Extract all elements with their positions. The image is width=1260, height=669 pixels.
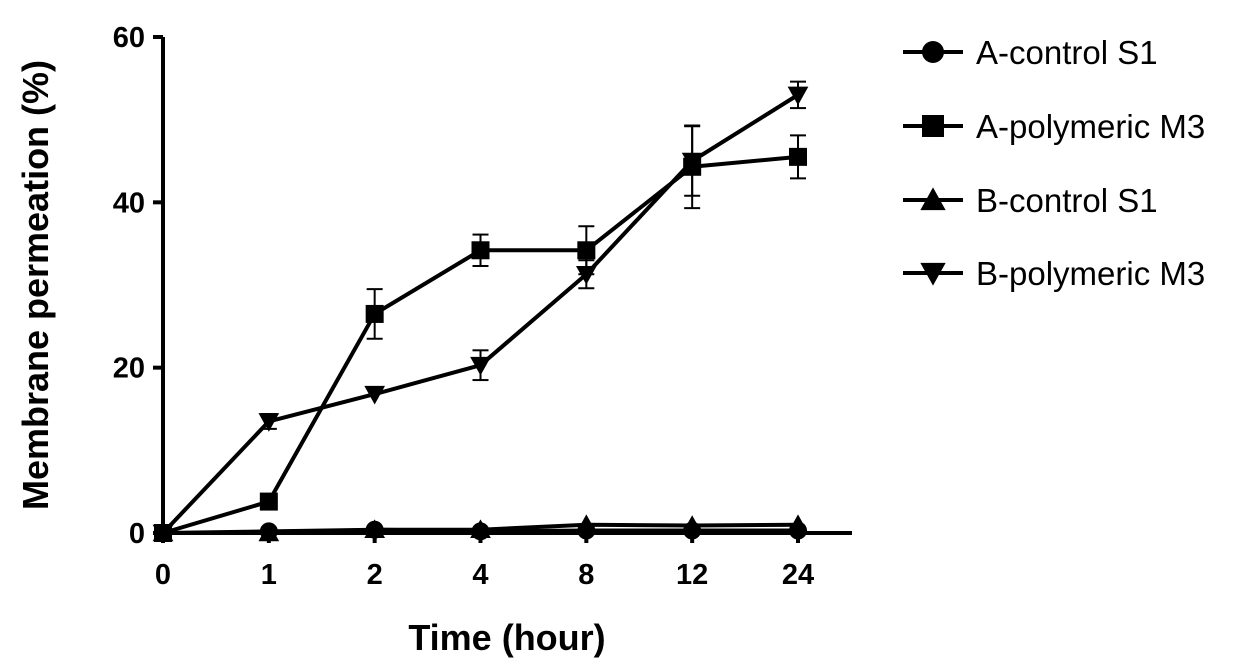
x-tick-label: 0 <box>155 559 171 591</box>
y-tick-label: 40 <box>113 187 145 219</box>
legend-item: B-control S1 <box>903 182 1158 219</box>
data-point <box>154 524 172 542</box>
data-point <box>575 265 597 285</box>
legend-marker <box>922 41 944 63</box>
data-point <box>258 413 280 432</box>
x-tick-label: 4 <box>472 559 488 591</box>
series-line <box>161 93 800 535</box>
y-tick-label: 60 <box>113 22 145 54</box>
data-point <box>787 86 809 106</box>
x-tick-label: 8 <box>578 559 594 591</box>
data-point <box>471 241 490 260</box>
data-point <box>471 522 490 541</box>
y-tick-label: 0 <box>129 518 145 550</box>
data-point <box>470 356 491 376</box>
legend-item: A-control S1 <box>903 34 1158 71</box>
legend-label: A-control S1 <box>976 34 1158 71</box>
data-point <box>365 304 384 323</box>
data-point <box>364 385 386 405</box>
data-point <box>259 522 278 541</box>
legend-label: A-polymeric M3 <box>976 108 1205 145</box>
x-ticks: 0 1 2 4 8 12 24 <box>155 533 814 591</box>
data-point <box>577 241 596 260</box>
x-tick-label: 2 <box>367 559 383 591</box>
series-triangle-down <box>152 80 809 544</box>
x-tick-label: 12 <box>676 559 708 591</box>
legend-marker <box>920 262 946 286</box>
series-square <box>154 124 807 542</box>
series-layer <box>152 80 809 544</box>
legend-item: B-polymeric M3 <box>903 255 1205 292</box>
legend-label: B-control S1 <box>976 182 1158 219</box>
data-point <box>683 521 702 540</box>
legend: A-control S1 A-polymeric M3 B-control S1 B-… <box>903 34 1205 292</box>
legend-item: A-polymeric M3 <box>903 108 1205 145</box>
y-axis-title: Membrane permeation (%) <box>15 60 56 510</box>
legend-marker <box>920 187 946 211</box>
series-line <box>162 154 799 535</box>
x-tick-label: 24 <box>782 559 814 591</box>
legend-label: B-polymeric M3 <box>976 255 1205 292</box>
data-point <box>789 521 807 540</box>
y-ticks: 0 20 40 60 <box>113 22 163 550</box>
data-point <box>789 147 807 166</box>
legend-marker <box>922 115 944 137</box>
data-point <box>365 520 384 539</box>
data-point <box>259 492 278 511</box>
x-tick-label: 1 <box>261 559 277 591</box>
data-point <box>577 521 596 540</box>
y-tick-label: 20 <box>113 353 145 385</box>
x-axis-title: Time (hour) <box>408 617 605 658</box>
data-point <box>683 157 702 176</box>
